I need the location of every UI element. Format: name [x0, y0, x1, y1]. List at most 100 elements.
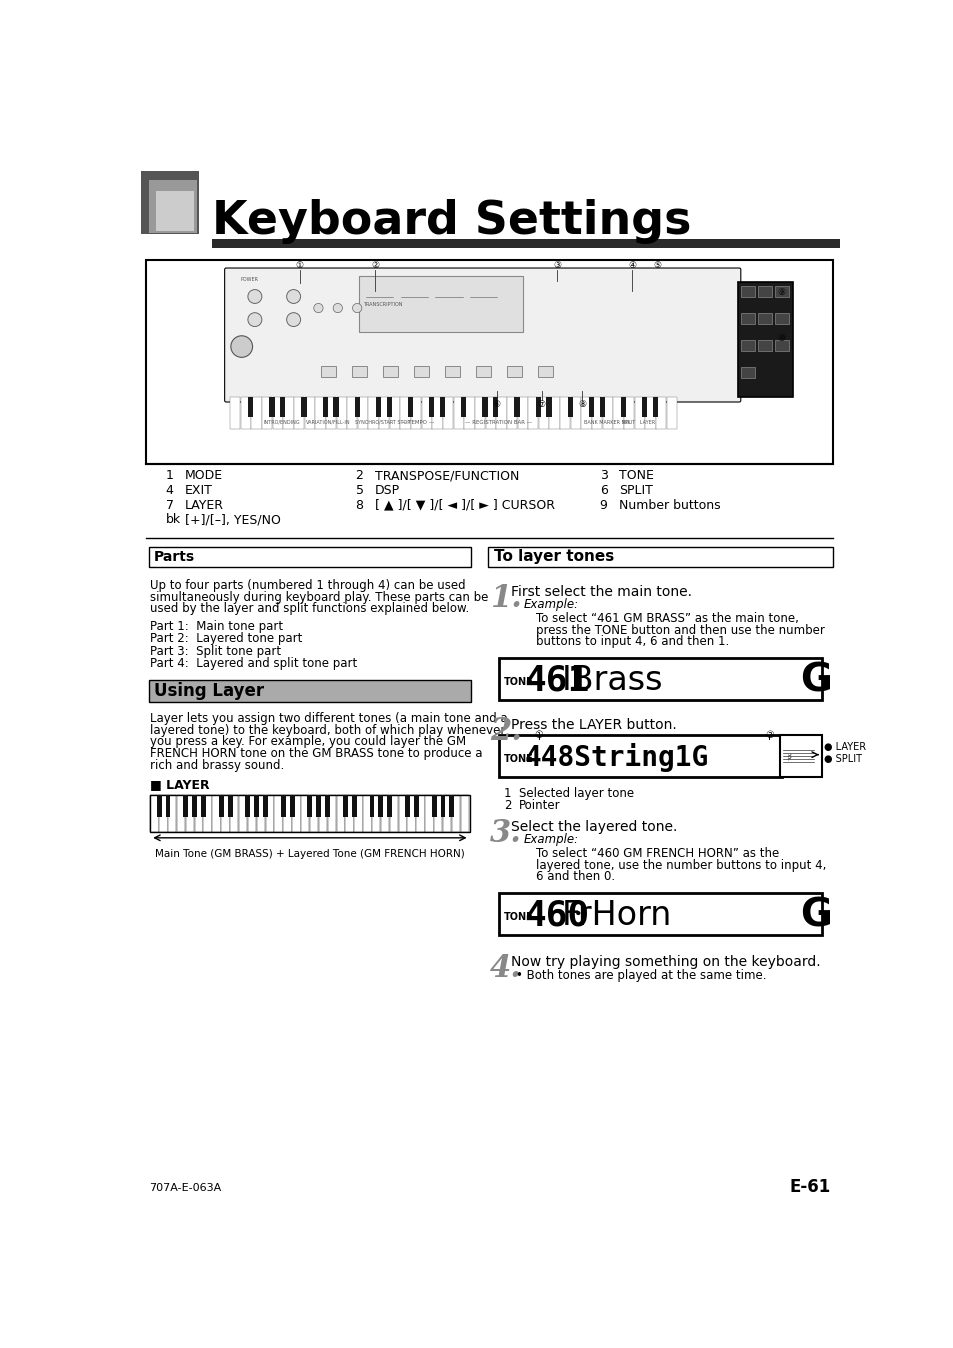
Text: ①: ①: [295, 262, 304, 270]
Text: Now try playing something on the keyboard.: Now try playing something on the keyboar…: [511, 954, 821, 969]
Polygon shape: [656, 396, 665, 429]
FancyBboxPatch shape: [740, 340, 755, 350]
Polygon shape: [168, 795, 176, 832]
Polygon shape: [442, 396, 453, 429]
Polygon shape: [434, 795, 442, 832]
Polygon shape: [228, 795, 233, 817]
Text: BANK MARKER MIX: BANK MARKER MIX: [583, 419, 630, 425]
Polygon shape: [411, 396, 421, 429]
Text: 2: 2: [503, 799, 511, 813]
Polygon shape: [294, 396, 304, 429]
Polygon shape: [336, 396, 347, 429]
Polygon shape: [613, 396, 623, 429]
Text: ● LAYER: ● LAYER: [823, 741, 865, 752]
Polygon shape: [265, 795, 274, 832]
Polygon shape: [256, 795, 265, 832]
Polygon shape: [150, 795, 158, 832]
Polygon shape: [262, 396, 272, 429]
Polygon shape: [221, 795, 230, 832]
Polygon shape: [449, 795, 454, 817]
Text: 4.: 4.: [489, 953, 521, 984]
Text: 4: 4: [166, 484, 173, 497]
Polygon shape: [354, 795, 362, 832]
Polygon shape: [245, 795, 250, 817]
Polygon shape: [326, 396, 335, 429]
Text: SPLIT   LAYER: SPLIT LAYER: [621, 419, 655, 425]
Polygon shape: [176, 795, 185, 832]
FancyBboxPatch shape: [476, 365, 491, 377]
Text: Part 3:  Split tone part: Part 3: Split tone part: [150, 644, 281, 658]
FancyBboxPatch shape: [146, 260, 832, 464]
Polygon shape: [421, 396, 432, 429]
Polygon shape: [352, 795, 356, 817]
Polygon shape: [280, 396, 285, 417]
Text: Part 4:  Layered and split tone part: Part 4: Layered and split tone part: [150, 656, 357, 670]
Polygon shape: [318, 795, 327, 832]
Text: SYNCHRO/START STOP: SYNCHRO/START STOP: [355, 419, 410, 425]
Text: ②: ②: [764, 731, 773, 740]
Polygon shape: [452, 795, 459, 832]
Text: Press the LAYER button.: Press the LAYER button.: [511, 718, 677, 732]
FancyBboxPatch shape: [758, 313, 771, 324]
Polygon shape: [322, 396, 328, 417]
Text: — REGISTRATION BAR —: — REGISTRATION BAR —: [465, 419, 532, 425]
Text: FRENCH HORN tone on the GM BRASS tone to produce a: FRENCH HORN tone on the GM BRASS tone to…: [150, 747, 482, 760]
FancyBboxPatch shape: [740, 367, 755, 377]
Text: 9: 9: [599, 499, 607, 512]
Circle shape: [353, 303, 361, 313]
Text: 6: 6: [599, 484, 607, 497]
Text: MODE: MODE: [185, 469, 223, 483]
Text: rich and brassy sound.: rich and brassy sound.: [150, 759, 284, 771]
Text: To select “460 GM FRENCH HORN” as the: To select “460 GM FRENCH HORN” as the: [536, 847, 779, 860]
Polygon shape: [398, 795, 407, 832]
Text: Up to four parts (numbered 1 through 4) can be used: Up to four parts (numbered 1 through 4) …: [150, 580, 465, 592]
Polygon shape: [567, 396, 573, 417]
Polygon shape: [347, 396, 357, 429]
FancyBboxPatch shape: [740, 313, 755, 324]
Text: G: G: [799, 896, 831, 934]
Polygon shape: [485, 396, 496, 429]
Text: layered tone) to the keyboard, both of which play whenever: layered tone) to the keyboard, both of w…: [150, 724, 505, 737]
Text: • Both tones are played at the same time.: • Both tones are played at the same time…: [516, 969, 766, 983]
Text: used by the layer and split functions explained below.: used by the layer and split functions ex…: [150, 603, 469, 615]
Polygon shape: [414, 795, 418, 817]
Polygon shape: [460, 795, 469, 832]
FancyBboxPatch shape: [498, 658, 821, 700]
Polygon shape: [390, 795, 397, 832]
Polygon shape: [408, 396, 413, 417]
Polygon shape: [464, 396, 474, 429]
Polygon shape: [304, 396, 314, 429]
Text: Part 2:  Layered tone part: Part 2: Layered tone part: [150, 632, 302, 646]
Polygon shape: [559, 396, 570, 429]
Polygon shape: [592, 396, 601, 429]
Polygon shape: [273, 396, 283, 429]
Text: ⑧: ⑧: [578, 400, 585, 408]
Text: bk: bk: [166, 514, 181, 526]
Text: Select the layered tone.: Select the layered tone.: [511, 820, 677, 834]
Polygon shape: [248, 396, 253, 417]
Text: Layer lets you assign two different tones (a main tone and a: Layer lets you assign two different tone…: [150, 712, 507, 725]
Polygon shape: [549, 396, 559, 429]
Polygon shape: [641, 396, 647, 417]
FancyBboxPatch shape: [780, 736, 821, 776]
Text: buttons to input 4, 6 and then 1.: buttons to input 4, 6 and then 1.: [536, 635, 729, 648]
Polygon shape: [213, 795, 220, 832]
Polygon shape: [620, 396, 625, 417]
FancyBboxPatch shape: [444, 365, 459, 377]
Text: Using Layer: Using Layer: [154, 682, 264, 700]
Polygon shape: [598, 396, 604, 417]
FancyBboxPatch shape: [320, 365, 335, 377]
Text: ⑤: ⑤: [653, 262, 661, 270]
Polygon shape: [238, 795, 247, 832]
Polygon shape: [230, 795, 238, 832]
Text: 2: 2: [355, 469, 363, 483]
Polygon shape: [405, 795, 410, 817]
Text: To layer tones: To layer tones: [493, 549, 613, 565]
Text: INTRO/ENDING: INTRO/ENDING: [263, 419, 300, 425]
Text: 461: 461: [524, 663, 589, 698]
Text: 1.: 1.: [489, 582, 521, 613]
Polygon shape: [357, 396, 368, 429]
Polygon shape: [336, 795, 345, 832]
FancyBboxPatch shape: [352, 365, 367, 377]
Circle shape: [286, 313, 300, 326]
